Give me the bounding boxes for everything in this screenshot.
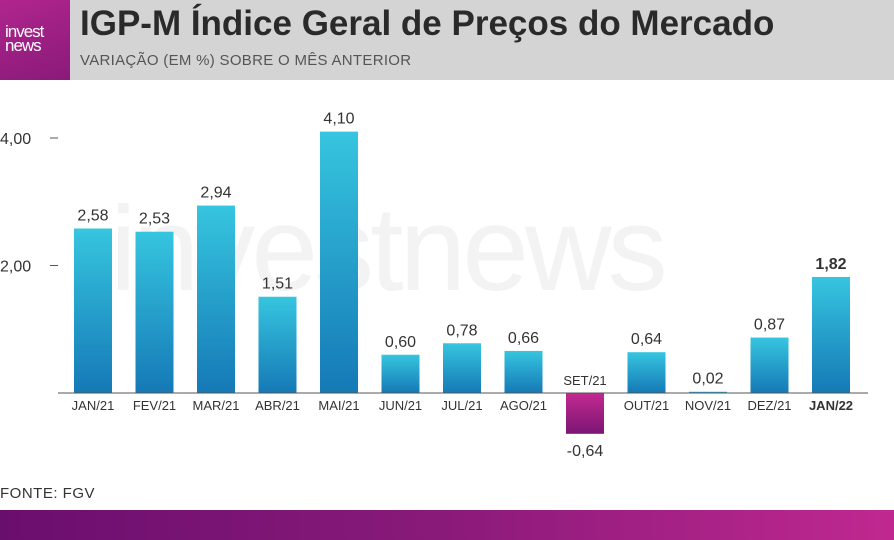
bar [197,205,235,393]
header: invest news IGP-M Índice Geral de Preços… [0,0,894,80]
logo-line-2: news [5,36,42,55]
labels: JAN/21 2,58 FEV/21 2,53 MAR/21 2,94 ABR/21 1,51… [72,111,853,460]
category-label: SET/21 [563,373,606,388]
bar [381,354,420,393]
bar [750,337,789,393]
category-label: JUL/21 [441,398,482,413]
logo-line-1: invest [5,22,44,41]
value-label: 0,66 [508,330,539,347]
value-label: 0,87 [754,317,785,334]
category-label: MAR/21 [193,398,240,413]
category-label: AGO/21 [500,398,547,413]
bar [74,228,112,393]
value-label: 2,53 [139,211,170,228]
bar-chart: 2,00 4,00 JAN/21 2,58 FEV/21 2,53 MAR/21 2,94 A… [0,111,868,460]
y-axis: 2,00 4,00 [0,131,58,276]
footer-bar [0,510,894,540]
bar [689,391,727,393]
value-label: -0,64 [567,443,604,460]
value-label: 1,82 [815,256,846,273]
value-label: 2,58 [77,208,108,225]
value-label: 0,78 [446,322,477,339]
value-label: 0,60 [385,334,416,351]
value-label: 2,94 [200,185,231,202]
chart-title: IGP-M Índice Geral de Preços do Mercado [80,4,775,43]
category-label: FEV/21 [133,398,176,413]
category-label: OUT/21 [624,398,670,413]
bar [504,350,543,393]
category-label: JAN/21 [72,398,115,413]
bars [74,131,850,434]
category-label: DEZ/21 [747,398,791,413]
category-label: ABR/21 [255,398,300,413]
value-label: 4,10 [323,111,354,128]
bar [566,393,604,434]
y-tick-label: 2,00 [0,259,31,276]
category-label: JUN/21 [379,398,422,413]
bar [135,231,174,393]
source-note: FONTE: FGV [0,485,95,502]
value-label: 0,02 [692,371,723,388]
bar [320,131,358,393]
value-label: 1,51 [262,276,293,293]
category-label: NOV/21 [685,398,731,413]
value-label: 0,64 [631,331,662,348]
bar [627,352,666,393]
bar [258,296,297,393]
chart-subtitle: VARIAÇÃO (EM %) SOBRE O MÊS ANTERIOR [80,52,412,69]
bar [812,276,850,393]
bar [443,343,481,393]
category-label: JAN/22 [809,398,853,413]
investnews-logo: invest news [0,0,70,80]
y-tick-label: 4,00 [0,131,31,148]
category-label: MAI/21 [318,398,359,413]
